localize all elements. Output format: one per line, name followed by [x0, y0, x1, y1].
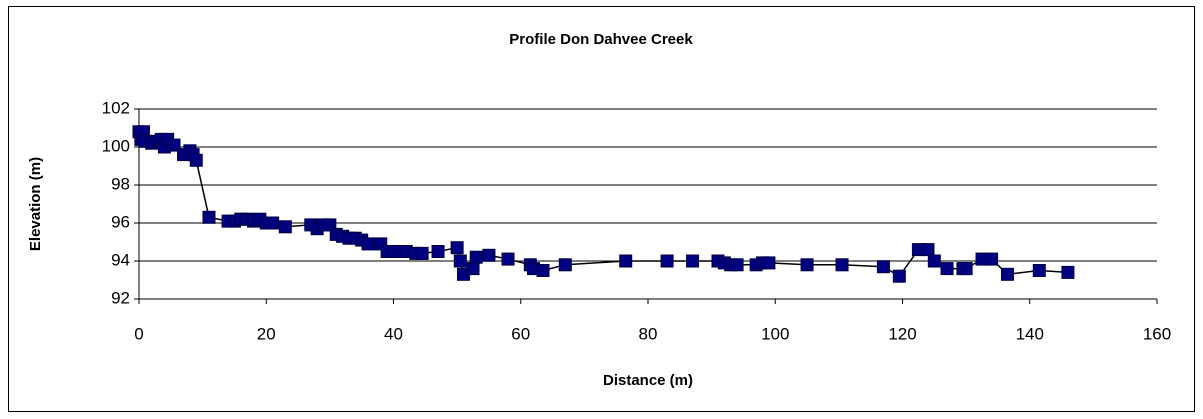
point [167, 138, 181, 152]
y-tick-label: 102 [102, 98, 130, 117]
point [1061, 265, 1075, 279]
point [927, 254, 941, 268]
point [415, 246, 429, 260]
point [266, 216, 280, 230]
point [278, 220, 292, 234]
point [536, 264, 550, 277]
y-tick-label: 92 [111, 288, 130, 307]
chart-title: Profile Don Dahvee Creek [509, 31, 693, 48]
x-tick-label: 20 [257, 324, 276, 343]
point [762, 256, 776, 270]
point [800, 258, 814, 272]
x-tick-label: 120 [888, 324, 916, 343]
point [985, 252, 999, 266]
y-tick-label: 94 [111, 250, 130, 269]
y-axis-label: Elevation (m) [27, 157, 44, 251]
point [940, 262, 954, 276]
point [1032, 264, 1046, 277]
x-tick-label: 60 [511, 324, 530, 343]
chart-border [8, 6, 1195, 412]
point [202, 210, 216, 224]
x-tick-label: 0 [134, 324, 143, 343]
point [189, 153, 203, 167]
point [431, 245, 445, 258]
point [835, 258, 849, 272]
y-tick-label: 98 [111, 174, 130, 193]
point [921, 243, 935, 257]
point [959, 262, 973, 276]
point [619, 254, 633, 268]
point [686, 254, 700, 268]
point [876, 260, 890, 274]
point [453, 254, 467, 268]
point [892, 269, 906, 283]
y-tick-label: 100 [102, 136, 130, 155]
point [361, 237, 375, 251]
point [501, 252, 515, 266]
point [730, 258, 744, 272]
point [450, 241, 464, 255]
x-tick-label: 140 [1016, 324, 1044, 343]
point [466, 262, 480, 276]
x-tick-label: 160 [1143, 324, 1171, 343]
point [482, 248, 496, 262]
x-tick-label: 100 [761, 324, 789, 343]
x-tick-label: 80 [639, 324, 658, 343]
x-axis-label: Distance (m) [603, 372, 693, 389]
point [1000, 267, 1014, 281]
point [558, 258, 572, 272]
point [660, 254, 674, 268]
point [469, 250, 483, 264]
y-tick-label: 96 [111, 212, 130, 231]
x-tick-label: 40 [384, 324, 403, 343]
